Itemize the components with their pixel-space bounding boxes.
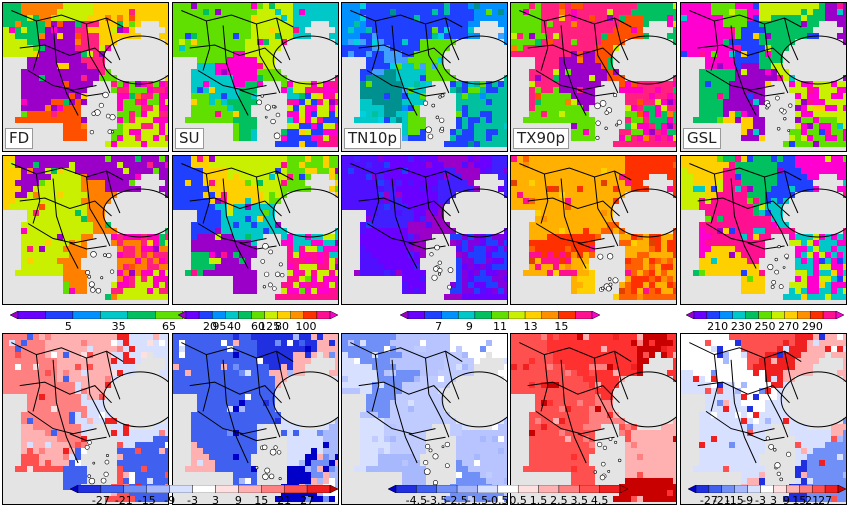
colorbar-tick-label: 27 <box>818 494 833 507</box>
panel-label: GSL <box>683 128 721 149</box>
map-raster <box>3 156 168 304</box>
colorbar-tick-label: -15 <box>137 494 156 507</box>
colorbar-tick-label: 100 <box>295 320 317 333</box>
colorbar-tick-label: 250 <box>754 320 776 333</box>
map-raster <box>681 156 846 304</box>
colorbar-tick-label: 4.5 <box>590 494 609 507</box>
map-raster <box>681 334 846 504</box>
map-panel-fd: FD <box>2 2 169 152</box>
map-panel <box>341 333 508 505</box>
map-panel <box>510 155 677 305</box>
map-raster <box>173 334 338 504</box>
colorbar-tick-label: 270 <box>778 320 800 333</box>
colorbar-tick-label: 35 <box>111 320 126 333</box>
colorbar-tick-label: 7 <box>435 320 443 333</box>
colorbar-tick-label: -4.5 <box>405 494 428 507</box>
colorbar-tick-label: -9 <box>164 494 176 507</box>
colorbar-tick-label: 80 <box>275 320 289 333</box>
colorbar-tick-label: 13 <box>523 320 538 333</box>
colorbar-tick-label: 15 <box>792 494 807 507</box>
map-panel <box>172 155 339 305</box>
colorbar-tick-label: 15 <box>554 320 569 333</box>
map-panel <box>2 155 169 305</box>
colorbar-tick-label: -15 <box>725 494 744 507</box>
map-raster <box>511 334 676 504</box>
colorbar-tick-label: 1.5 <box>529 494 548 507</box>
colorbar-tick-label: 210 <box>707 320 729 333</box>
colorbar-tick-label: -21 <box>114 494 133 507</box>
colorbar-tick-label: 125 <box>259 320 281 333</box>
colorbar-tick-label: 11 <box>493 320 507 333</box>
map-panel-su: SU <box>172 2 339 152</box>
colorbar-tick-label: 65 <box>162 320 176 333</box>
colorbar: 20 40 60 80 100 <box>178 311 338 335</box>
colorbar-tick-label: -0.5 <box>487 494 509 507</box>
colorbar-tick-label: 60 <box>251 320 265 333</box>
colorbar-tick-label: 9 <box>234 494 242 507</box>
map-raster <box>3 334 168 504</box>
colorbar: 7 9 11 13 15 <box>400 311 600 335</box>
map-panel <box>680 155 847 305</box>
colorbar-tick-label: -3 <box>187 494 199 507</box>
map-raster <box>173 3 338 151</box>
colorbar-tick-label: -27 <box>91 494 110 507</box>
colorbar: -4.5 -3.5 -2.5 -1.5 -0.5 0.5 1.5 2.5 3.5 4.5 <box>388 485 628 509</box>
colorbar-tick-label: -21 <box>712 494 731 507</box>
colorbar-tick-label: 9 <box>465 320 473 333</box>
colorbar-tick-label: 20 <box>203 320 217 333</box>
colorbar-tick-label: -3.5 <box>425 494 448 507</box>
colorbar-tick-label: 3.5 <box>570 494 589 507</box>
map-raster <box>3 3 168 151</box>
map-raster <box>342 334 507 504</box>
panel-label: TX90p <box>513 128 570 149</box>
panel-label: SU <box>175 128 204 149</box>
colorbar-tick-label: 21 <box>805 494 820 507</box>
map-panel <box>341 155 508 305</box>
map-panel <box>510 333 677 505</box>
colorbar-tick-label: -1.5 <box>466 494 489 507</box>
map-panel <box>172 333 339 505</box>
map-raster <box>342 156 507 304</box>
colorbar-tick-label: 230 <box>730 320 752 333</box>
colorbar-tick-label: 15 <box>254 494 269 507</box>
colorbar-tick-label: 5 <box>64 320 72 333</box>
map-panel-tn10p: TN10p <box>341 2 508 152</box>
colorbar-tick-label: 40 <box>227 320 241 333</box>
colorbar-tick-label: 3 <box>769 494 777 507</box>
colorbar-tick-label: -9 <box>742 494 754 507</box>
map-panel-tx90p: TX90p <box>510 2 677 152</box>
colorbar-tick-label: -2.5 <box>446 494 468 507</box>
colorbar-tick-label: 95 <box>212 320 227 333</box>
colorbar-tick-label: -3 <box>755 494 767 507</box>
map-raster <box>173 156 338 304</box>
colorbar: -27 -21 -15 -9 -3 3 9 15 21 27 <box>688 485 846 509</box>
map-raster <box>511 156 676 304</box>
map-panel <box>2 333 169 505</box>
colorbar-tick-label: 9 <box>782 494 790 507</box>
colorbar-tick-label: 3 <box>211 494 219 507</box>
map-raster <box>342 3 507 151</box>
colorbar-tick-label: 2.5 <box>550 494 568 507</box>
colorbar: -27 -21 -15 -9 -3 3 9 15 21 27 <box>70 485 338 509</box>
panel-label: TN10p <box>344 128 401 149</box>
map-raster <box>511 3 676 151</box>
map-panel-gsl: GSL <box>680 2 847 152</box>
colorbar: 210 230 250 270 290 <box>686 311 844 335</box>
map-raster <box>681 3 846 151</box>
colorbar-tick-label: 0.5 <box>509 494 527 507</box>
colorbar-tick-label: 21 <box>277 494 292 507</box>
colorbar-tick-label: 290 <box>801 320 823 333</box>
colorbar-tick-label: -27 <box>699 494 718 507</box>
map-panel <box>680 333 847 505</box>
colorbar-tick-label: 27 <box>300 494 315 507</box>
panel-label: FD <box>5 128 34 149</box>
